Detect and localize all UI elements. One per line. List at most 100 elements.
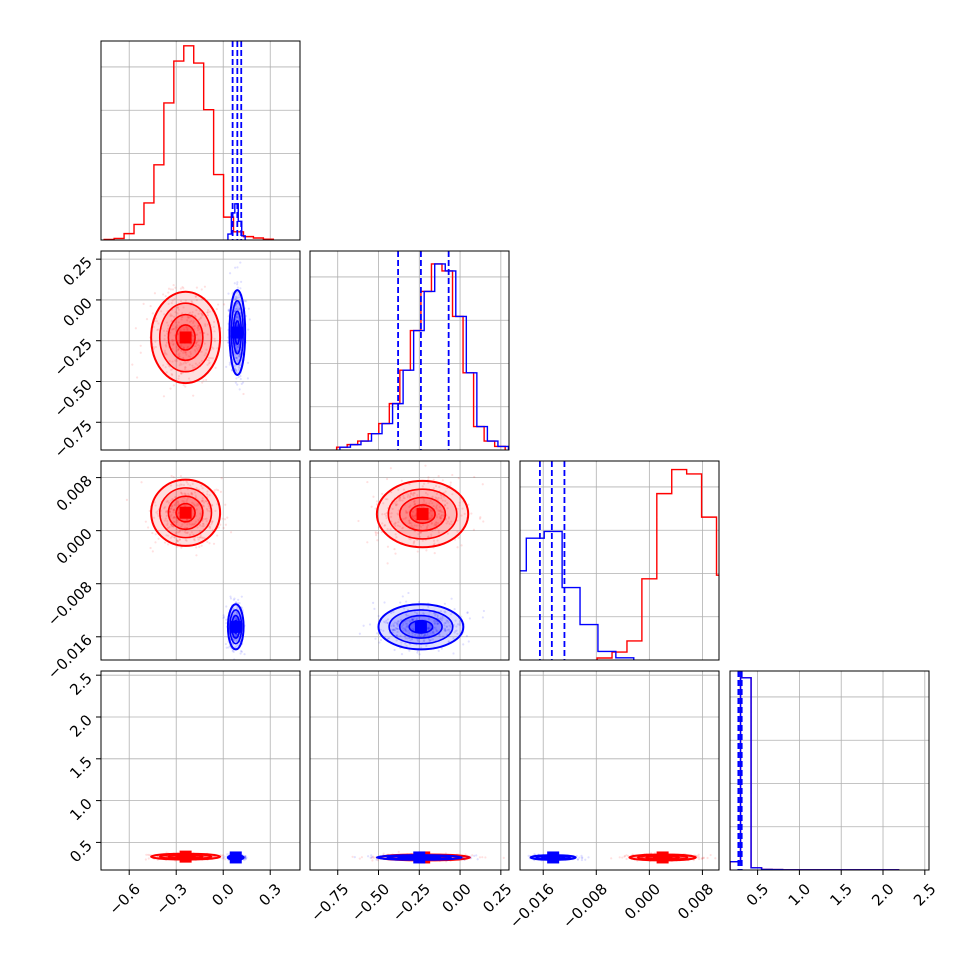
sample-point: [154, 504, 157, 507]
sample-point: [177, 500, 180, 503]
sample-point: [457, 477, 460, 480]
sample-point: [183, 492, 186, 495]
sample-point: [176, 519, 179, 522]
sample-point: [440, 647, 443, 650]
sample-point: [467, 503, 470, 506]
sample-point: [413, 503, 416, 506]
sample-point: [179, 474, 183, 478]
sample-point: [581, 856, 584, 859]
sample-point: [401, 499, 404, 502]
sample-point: [423, 633, 427, 637]
sample-point: [580, 858, 584, 862]
sample-point: [429, 632, 432, 635]
sample-point: [435, 629, 439, 632]
sample-point: [177, 347, 180, 350]
sample-point: [413, 502, 417, 505]
plot-area: [520, 461, 719, 660]
sample-point: [235, 297, 238, 300]
sample-point: [164, 343, 167, 347]
sample-point: [238, 293, 241, 296]
sample-point: [182, 351, 185, 354]
sample-point: [429, 509, 432, 512]
sample-point: [185, 325, 188, 329]
sample-point: [198, 530, 202, 533]
sample-point: [407, 614, 410, 617]
sample-point: [184, 531, 187, 534]
sample-point: [172, 520, 175, 523]
sample-point: [173, 515, 176, 519]
sample-point: [211, 520, 214, 523]
density-peak: [229, 851, 242, 864]
sample-point: [432, 539, 436, 542]
sample-point: [235, 639, 239, 642]
sample-point: [233, 639, 236, 642]
sample-point: [226, 853, 229, 856]
sample-point: [395, 627, 398, 630]
sample-point: [241, 381, 245, 384]
sample-point: [430, 514, 433, 517]
sample-point: [243, 299, 246, 303]
sample-point: [408, 631, 411, 635]
sample-point: [366, 480, 369, 484]
sample-point: [244, 854, 247, 858]
sample-point: [406, 495, 409, 498]
sample-point: [438, 505, 441, 509]
sample-point: [183, 328, 186, 331]
sample-point: [186, 319, 189, 322]
sample-point: [439, 510, 442, 513]
sample-point: [423, 633, 426, 637]
sample-point: [175, 538, 178, 541]
sample-point: [177, 348, 180, 351]
sample-point: [238, 364, 241, 367]
sample-point: [411, 618, 415, 621]
sample-point: [214, 509, 217, 512]
sample-point: [172, 509, 175, 512]
sample-point: [219, 523, 222, 526]
sample-point: [439, 509, 442, 512]
sample-point: [362, 624, 365, 627]
sample-point: [422, 639, 425, 643]
sample-point: [186, 316, 189, 319]
sample-point: [208, 361, 211, 364]
sample-point: [203, 855, 207, 858]
sample-point: [235, 312, 239, 316]
sample-point: [200, 500, 204, 503]
sample-point: [232, 637, 235, 640]
sample-point: [197, 324, 200, 327]
sample-point: [447, 516, 451, 519]
sample-point: [416, 649, 419, 653]
sample-point: [234, 633, 238, 637]
sample-point: [176, 539, 179, 543]
sample-point: [170, 338, 174, 341]
sample-point: [172, 284, 175, 287]
sample-point: [191, 522, 194, 526]
sample-point: [441, 635, 445, 638]
sample-point: [371, 859, 374, 862]
sample-point: [180, 525, 183, 528]
sample-point: [180, 363, 183, 366]
sample-point: [170, 474, 173, 478]
sample-point: [232, 650, 235, 654]
sample-point: [471, 854, 474, 857]
sample-point: [192, 320, 195, 323]
sample-point: [176, 312, 179, 315]
sample-point: [175, 346, 178, 349]
sample-point: [213, 337, 216, 341]
sample-point: [235, 307, 238, 310]
sample-point: [211, 346, 214, 349]
sample-point: [527, 854, 530, 858]
sample-point: [192, 366, 195, 369]
sample-point: [134, 327, 137, 330]
sample-point: [382, 852, 385, 855]
sample-point: [204, 499, 207, 503]
sample-point: [377, 614, 380, 618]
sample-point: [428, 511, 431, 515]
sample-point: [229, 531, 233, 534]
sample-point: [229, 597, 233, 600]
sample-point: [221, 517, 224, 520]
sample-point: [439, 516, 442, 520]
sample-point: [210, 521, 214, 524]
sample-point: [207, 359, 210, 362]
sample-point: [211, 520, 214, 523]
sample-point: [195, 546, 198, 549]
